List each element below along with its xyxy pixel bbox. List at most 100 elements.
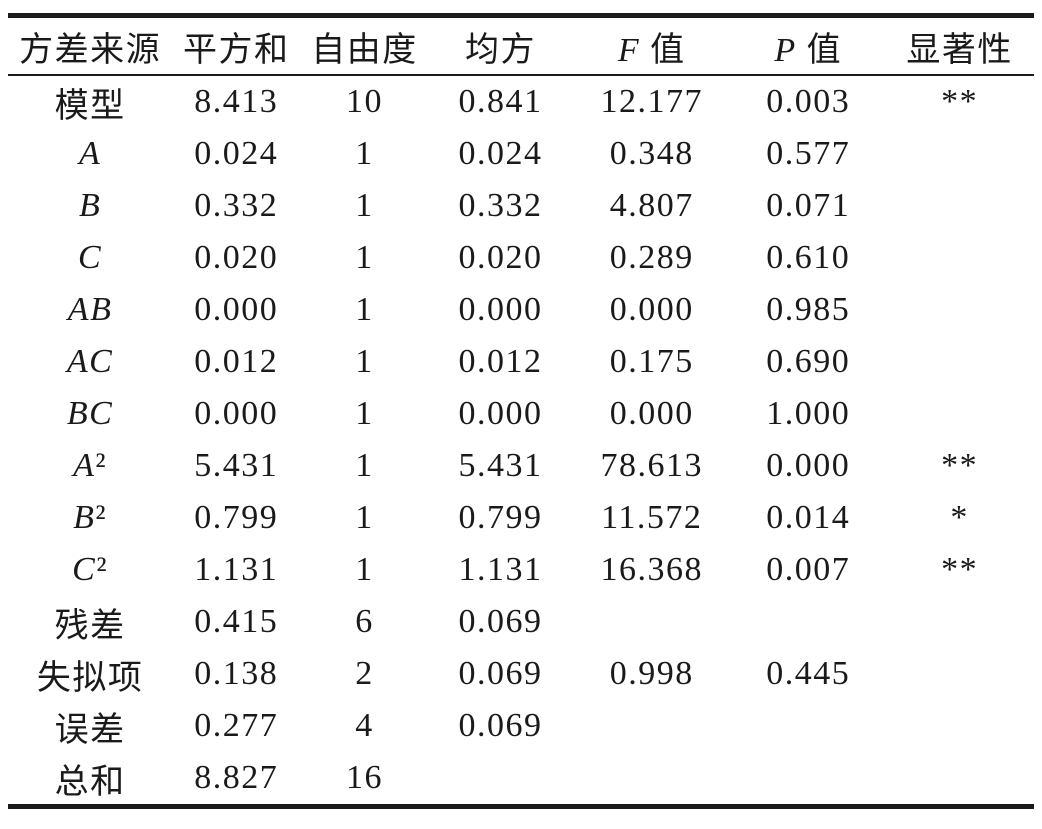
table-row: BC 0.000 1 0.000 0.000 1.000 (8, 388, 1034, 440)
cell-p-value (731, 752, 885, 807)
cell-degrees-of-freedom: 1 (355, 291, 374, 328)
table-row: 模型 8.413 10 0.841 12.177 0.003 ** (8, 75, 1034, 128)
table-row: 总和 8.827 16 (8, 752, 1034, 807)
cell-f-value: 0.000 (609, 291, 694, 328)
cell-sum-of-squares: 0.138 (194, 655, 279, 692)
cell-p-value: 0.071 (766, 187, 851, 224)
cell-significance (885, 596, 1034, 648)
cell-variance-source: A (78, 135, 102, 172)
cell-f-value (572, 700, 731, 752)
col-header-f-value: F 值 (572, 15, 732, 76)
cell-significance (885, 388, 1034, 440)
cell-mean-square: 0.000 (458, 291, 543, 328)
cell-sum-of-squares: 1.131 (194, 551, 279, 588)
cell-significance (885, 128, 1034, 180)
cell-variance-source: C (77, 239, 103, 276)
cell-sum-of-squares: 0.799 (194, 499, 279, 536)
cell-variance-source: 失拟项 (36, 659, 144, 697)
cell-mean-square: 0.332 (458, 187, 543, 224)
cell-degrees-of-freedom: 1 (355, 343, 374, 380)
table-row: C 0.020 1 0.020 0.289 0.610 (8, 232, 1034, 284)
cell-significance: ** (941, 551, 979, 588)
cell-sum-of-squares: 0.277 (194, 707, 279, 744)
table-row: AC 0.012 1 0.012 0.175 0.690 (8, 336, 1034, 388)
anova-table-body: 模型 8.413 10 0.841 12.177 0.003 ** A 0.02… (8, 75, 1034, 807)
cell-significance (885, 284, 1034, 336)
cell-p-value: 0.610 (766, 239, 851, 276)
col-header-degrees-of-freedom: 自由度 (300, 15, 429, 76)
cell-significance (885, 180, 1034, 232)
cell-degrees-of-freedom: 1 (355, 239, 374, 276)
cell-mean-square: 0.069 (458, 603, 543, 640)
cell-significance (885, 232, 1034, 284)
cell-f-value (572, 752, 731, 807)
anova-table-region: 方差来源 平方和 自由度 均方 F 值 P 值 显著性 模型 8.413 10 … (8, 13, 1034, 809)
cell-f-value: 16.368 (600, 551, 704, 588)
cell-degrees-of-freedom: 2 (355, 655, 374, 692)
table-row: AB 0.000 1 0.000 0.000 0.985 (8, 284, 1034, 336)
cell-mean-square: 0.069 (458, 655, 543, 692)
cell-variance-source: 模型 (54, 87, 126, 125)
cell-f-value: 0.348 (609, 135, 694, 172)
cell-sum-of-squares: 8.413 (194, 83, 279, 120)
cell-p-value: 0.007 (766, 551, 851, 588)
cell-p-value (731, 596, 885, 648)
cell-degrees-of-freedom: 4 (355, 707, 374, 744)
cell-p-value: 0.445 (766, 655, 851, 692)
cell-significance (885, 648, 1034, 700)
cell-f-value: 4.807 (609, 187, 694, 224)
cell-mean-square: 0.000 (458, 395, 543, 432)
cell-degrees-of-freedom: 6 (355, 603, 374, 640)
cell-variance-source: C² (72, 551, 109, 588)
cell-degrees-of-freedom: 1 (355, 135, 374, 172)
table-row: B² 0.799 1 0.799 11.572 0.014 * (8, 492, 1034, 544)
cell-variance-source: 残差 (54, 607, 126, 645)
cell-mean-square: 0.020 (458, 239, 543, 276)
cell-sum-of-squares: 0.415 (194, 603, 279, 640)
cell-f-value: 0.175 (609, 343, 694, 380)
cell-mean-square: 0.012 (458, 343, 543, 380)
cell-f-value: 0.289 (609, 239, 694, 276)
table-row: C² 1.131 1 1.131 16.368 0.007 ** (8, 544, 1034, 596)
cell-sum-of-squares: 0.012 (194, 343, 279, 380)
cell-degrees-of-freedom: 1 (355, 395, 374, 432)
anova-table: 方差来源 平方和 自由度 均方 F 值 P 值 显著性 模型 8.413 10 … (8, 13, 1034, 809)
cell-p-value: 0.014 (766, 499, 851, 536)
cell-significance (885, 752, 1034, 807)
cell-degrees-of-freedom: 1 (355, 447, 374, 484)
cell-p-value: 0.985 (766, 291, 851, 328)
cell-variance-source: 总和 (54, 763, 126, 801)
cell-variance-source: A² (73, 447, 108, 484)
cell-mean-square: 0.069 (458, 707, 543, 744)
cell-variance-source: AB (67, 291, 113, 328)
cell-mean-square: 0.799 (458, 499, 543, 536)
table-row: B 0.332 1 0.332 4.807 0.071 (8, 180, 1034, 232)
cell-sum-of-squares: 0.332 (194, 187, 279, 224)
col-header-p-value: P 值 (731, 15, 886, 76)
table-row: 失拟项 0.138 2 0.069 0.998 0.445 (8, 648, 1034, 700)
cell-significance (885, 336, 1034, 388)
cell-variance-source: AC (66, 343, 114, 380)
cell-degrees-of-freedom: 1 (355, 187, 374, 224)
cell-degrees-of-freedom: 1 (355, 551, 374, 588)
cell-p-value: 0.577 (766, 135, 851, 172)
cell-mean-square: 1.131 (458, 551, 543, 588)
table-row: A 0.024 1 0.024 0.348 0.577 (8, 128, 1034, 180)
cell-f-value (572, 596, 731, 648)
cell-significance: ** (941, 447, 979, 484)
cell-significance: * (950, 499, 969, 536)
cell-p-value: 0.003 (766, 83, 851, 120)
cell-f-value: 0.998 (609, 655, 694, 692)
cell-f-value: 12.177 (600, 83, 704, 120)
cell-variance-source: B (78, 187, 102, 224)
cell-f-value: 0.000 (609, 395, 694, 432)
cell-significance (885, 700, 1034, 752)
col-header-sum-of-squares: 平方和 (172, 15, 301, 76)
col-header-variance-source: 方差来源 (8, 15, 173, 76)
cell-significance: ** (941, 83, 979, 120)
cell-sum-of-squares: 0.000 (194, 395, 279, 432)
cell-mean-square: 0.841 (458, 83, 543, 120)
col-header-significance: 显著性 (885, 15, 1034, 76)
cell-sum-of-squares: 5.431 (194, 447, 279, 484)
cell-sum-of-squares: 0.024 (194, 135, 279, 172)
